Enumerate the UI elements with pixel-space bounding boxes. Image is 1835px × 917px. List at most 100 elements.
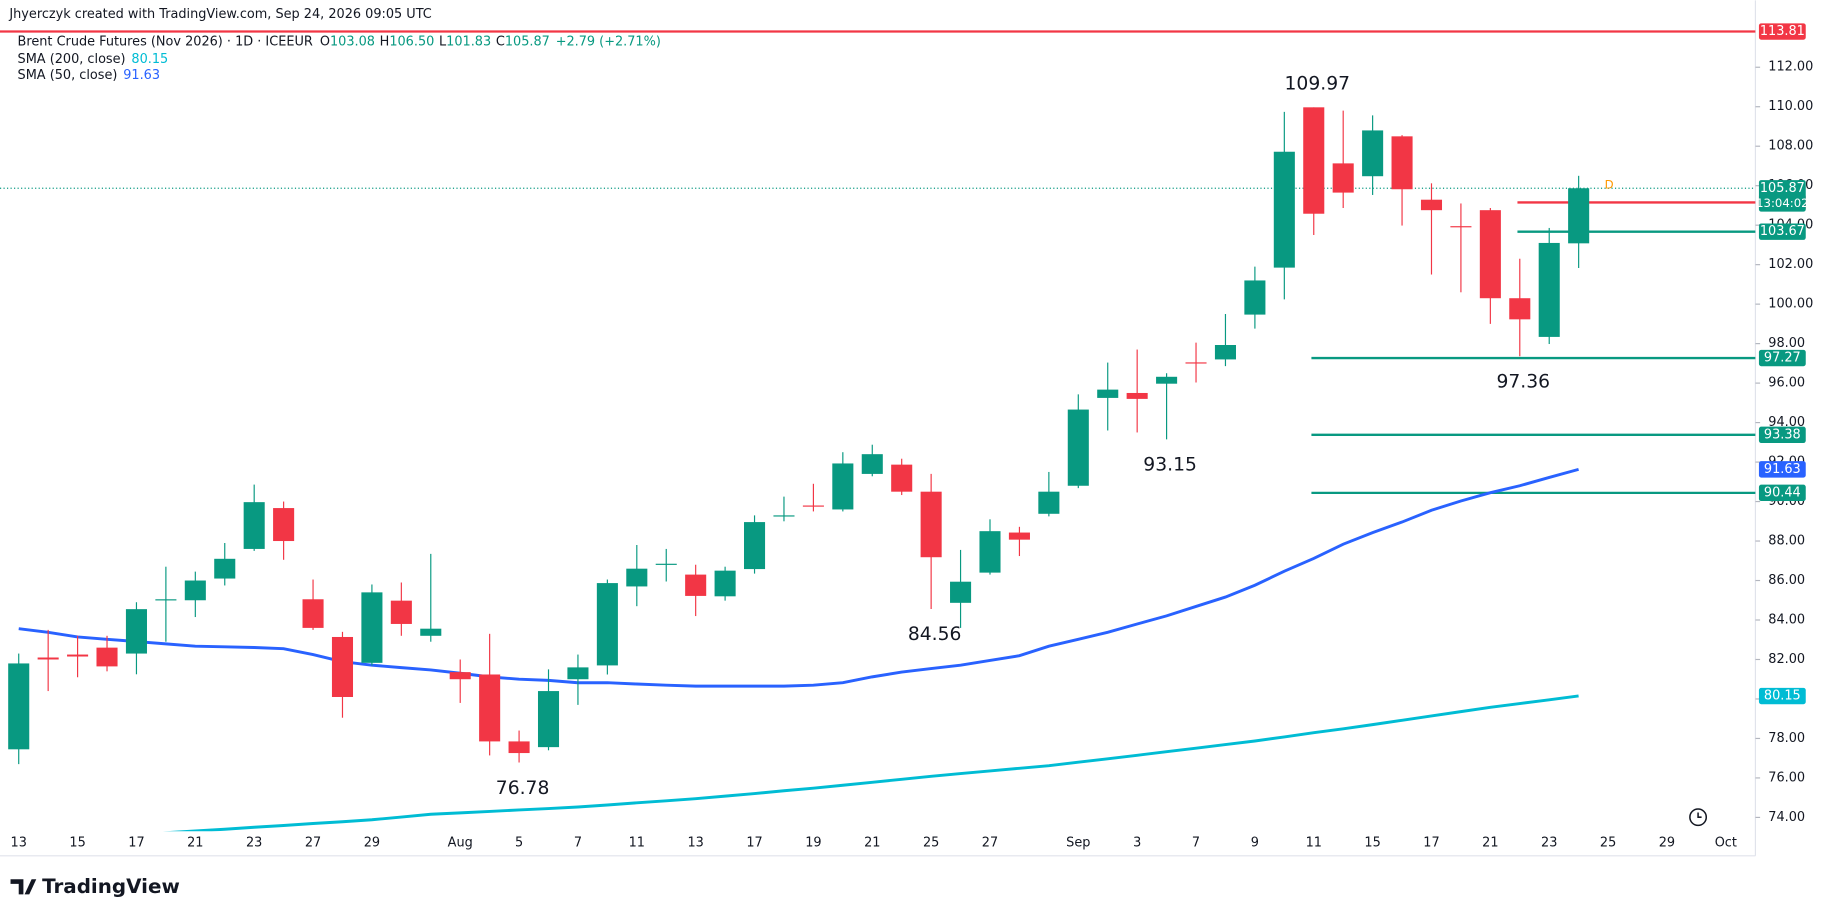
candle: [331, 631, 354, 718]
candle: [1391, 135, 1413, 226]
sma-box: [1758, 461, 1806, 478]
x-tick-label: 13: [687, 835, 703, 850]
candle-body: [214, 558, 236, 579]
candle-body: [1273, 151, 1295, 268]
candle: [567, 654, 589, 705]
y-tick-label: 100.00: [1768, 297, 1813, 312]
legend-value: 91.63: [123, 68, 160, 83]
candle-body: [714, 570, 736, 597]
candle: [449, 659, 471, 703]
candle: [1509, 258, 1531, 357]
candle: [714, 566, 736, 601]
instrument: Brent Crude Futures (Nov 2026) · 1D · IC…: [18, 34, 313, 49]
candle: [1420, 183, 1443, 275]
legend-entry: SMA (50, close) 91.63: [18, 68, 161, 83]
sma-label: 91.63: [1764, 462, 1801, 477]
candle-body: [596, 583, 618, 666]
candle-body: [361, 592, 383, 663]
candle: [479, 633, 501, 756]
price-annotation: 97.36: [1496, 372, 1550, 393]
ohlc-value: 105.87: [505, 34, 550, 49]
candle: [1156, 373, 1178, 440]
brand: TradingView: [42, 875, 180, 898]
candle: [1479, 207, 1501, 324]
candle: [214, 543, 236, 586]
candle-body: [891, 464, 913, 492]
candle-body: [1303, 107, 1325, 214]
candle-body: [508, 741, 530, 754]
candle: [155, 566, 177, 642]
candle: [508, 730, 530, 763]
y-tick-label: 76.00: [1768, 770, 1805, 785]
ohlc-value: 101.83: [446, 34, 491, 49]
candle: [861, 444, 883, 477]
candle-body: [920, 491, 942, 558]
candle: [243, 484, 265, 551]
level-label: 93.38: [1764, 427, 1801, 442]
y-tick-label: 86.00: [1768, 573, 1805, 588]
sma-label: 80.15: [1764, 689, 1801, 704]
candle-body: [1008, 532, 1030, 540]
x-tick-label: 17: [746, 835, 762, 850]
candle-body: [1185, 362, 1207, 364]
candle: [1008, 526, 1030, 557]
candle-body: [537, 691, 560, 748]
x-tick-label: 21: [1482, 835, 1498, 850]
y-tick-label: 102.00: [1768, 257, 1813, 272]
candle: [1067, 394, 1089, 489]
legend-name: SMA (200, close): [18, 51, 126, 66]
x-tick-label: Aug: [448, 835, 473, 850]
level-label: 97.27: [1764, 351, 1801, 366]
candle: [1332, 110, 1354, 208]
candle-body: [1479, 210, 1501, 299]
candle: [8, 653, 30, 765]
candle: [685, 564, 707, 617]
price-annotation: 84.56: [908, 624, 962, 645]
candle: [1273, 111, 1295, 300]
x-tick-label: 29: [1659, 835, 1675, 850]
candle: [832, 452, 854, 512]
last-price-box: [1758, 180, 1806, 212]
candle: [802, 483, 824, 512]
ohlc-key: H: [380, 34, 390, 49]
candle-body: [1391, 136, 1413, 190]
clock-icon: [1689, 808, 1708, 827]
y-tick-label: 112.00: [1768, 60, 1813, 75]
candle-body: [302, 599, 324, 628]
candle-body: [1244, 280, 1266, 315]
y-tick-label: 88.00: [1768, 534, 1805, 549]
y-tick-label: 84.00: [1768, 613, 1805, 628]
candle-body: [1509, 298, 1531, 320]
candle-body: [1126, 392, 1148, 399]
logo-icon: [10, 879, 37, 895]
credit: Jhyerczyk created with TradingView.com, …: [8, 7, 431, 22]
candle-body: [67, 654, 89, 657]
y-tick-label: 94.00: [1768, 415, 1805, 430]
y-tick-label: 96.00: [1768, 376, 1805, 391]
candle-body: [626, 568, 648, 587]
ohlc-key: C: [496, 34, 505, 49]
candle: [67, 635, 89, 678]
x-tick-label: 17: [128, 835, 144, 850]
legend-name: SMA (50, close): [18, 68, 118, 83]
candle: [1450, 203, 1472, 293]
candle: [596, 579, 618, 675]
candle: [773, 496, 795, 522]
candle-body: [479, 674, 501, 742]
candle: [950, 549, 972, 628]
x-tick-label: 29: [364, 835, 380, 850]
candle: [1038, 471, 1060, 517]
candle-body: [685, 574, 707, 596]
level-box: [1758, 223, 1806, 240]
countdown: 13:04:02: [1756, 196, 1809, 210]
candle: [1097, 362, 1119, 431]
x-tick-label: 7: [1192, 835, 1200, 850]
level-box: [1758, 349, 1806, 367]
candle-body: [96, 647, 118, 667]
candle-body: [1420, 199, 1443, 211]
x-tick-label: 25: [1600, 835, 1616, 850]
x-tick-label: 15: [1364, 835, 1380, 850]
candle-body: [1568, 188, 1590, 244]
